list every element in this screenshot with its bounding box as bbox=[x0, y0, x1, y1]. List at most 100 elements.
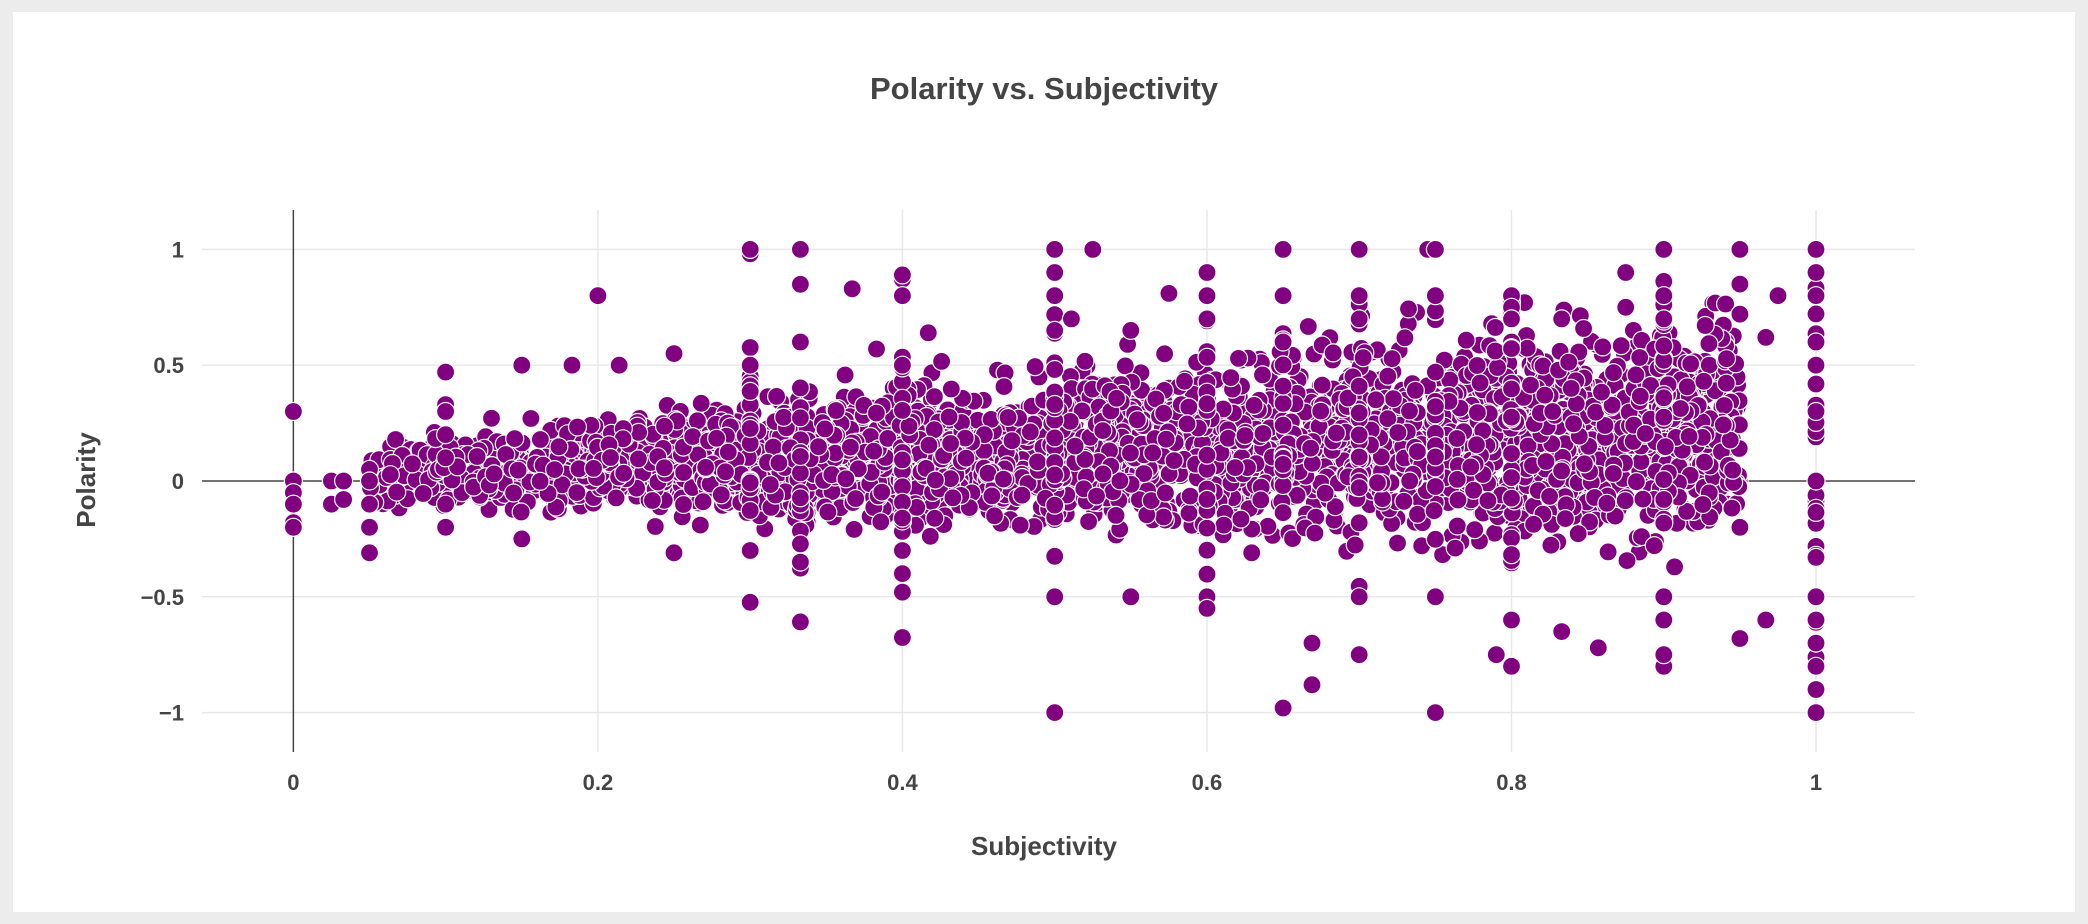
scatter-point bbox=[359, 517, 380, 537]
scatter-point bbox=[943, 488, 963, 508]
scatter-chart: 0 0.2 0.4 0.6 0.8 1 −1 −0.5 0 0.5 1 Polarity vs. S… bbox=[71, 71, 1915, 861]
scatter-point bbox=[512, 529, 532, 549]
scatter-point bbox=[769, 453, 789, 473]
scatter-point bbox=[359, 494, 380, 514]
scatter-point bbox=[334, 471, 354, 491]
scatter-point bbox=[1273, 454, 1293, 474]
scatter-point bbox=[1326, 423, 1347, 443]
scatter-point bbox=[1694, 452, 1715, 472]
scatter-point bbox=[1551, 461, 1572, 481]
scatter-point bbox=[1383, 389, 1404, 409]
scatter-point bbox=[1699, 334, 1719, 354]
scatter-point bbox=[1806, 587, 1826, 607]
scatter-point bbox=[544, 460, 565, 480]
scatter-point bbox=[1025, 357, 1045, 377]
scatter-point bbox=[1273, 698, 1293, 718]
scatter-point bbox=[1244, 395, 1264, 415]
scatter-point bbox=[1756, 610, 1776, 630]
scatter-point bbox=[1654, 286, 1674, 306]
scatter-point bbox=[1153, 507, 1174, 527]
scatter-point bbox=[1654, 645, 1674, 665]
scatter-point bbox=[740, 418, 760, 439]
scatter-point bbox=[481, 408, 502, 428]
scatter-point bbox=[664, 344, 684, 364]
scatter-point bbox=[1179, 397, 1199, 417]
scatter-point bbox=[815, 419, 835, 439]
scatter-point bbox=[691, 393, 711, 413]
scatter-point bbox=[380, 465, 400, 485]
scatter-point bbox=[892, 400, 913, 420]
scatter-point bbox=[1730, 304, 1750, 324]
scatter-point bbox=[1382, 349, 1402, 369]
scatter-point bbox=[790, 446, 811, 467]
scatter-point bbox=[1020, 422, 1040, 442]
scatter-point bbox=[1242, 543, 1262, 563]
scatter-point bbox=[1681, 354, 1701, 374]
scatter-point bbox=[1349, 478, 1369, 498]
scatter-point bbox=[628, 449, 649, 469]
scatter-point bbox=[1568, 524, 1588, 544]
scatter-point bbox=[1730, 274, 1750, 294]
scatter-point bbox=[1197, 540, 1217, 560]
x-tick-label: 0.4 bbox=[887, 770, 918, 795]
scatter-point bbox=[718, 442, 738, 462]
scatter-point bbox=[654, 416, 675, 436]
scatter-point bbox=[1154, 403, 1174, 423]
scatter-point bbox=[1595, 415, 1615, 436]
scatter-point bbox=[1177, 414, 1197, 434]
scatter-point bbox=[1121, 587, 1141, 607]
scatter-point bbox=[1298, 316, 1318, 337]
scatter-point bbox=[740, 381, 760, 401]
scatter-point bbox=[1106, 505, 1126, 525]
scatter-point bbox=[588, 286, 608, 306]
scatter-point bbox=[1197, 394, 1217, 414]
scatter-point bbox=[740, 337, 760, 358]
scatter-point bbox=[1197, 262, 1217, 283]
scatter-point bbox=[1535, 385, 1555, 405]
scatter-point bbox=[642, 490, 663, 511]
scatter-point bbox=[1470, 373, 1490, 393]
scatter-point bbox=[1806, 656, 1826, 676]
x-tick-label: 0.2 bbox=[583, 770, 614, 795]
scatter-point bbox=[1561, 378, 1581, 398]
scatter-point bbox=[790, 332, 811, 352]
scatter-point bbox=[740, 540, 760, 561]
scatter-point bbox=[1467, 355, 1487, 376]
scatter-point bbox=[1305, 523, 1325, 543]
scatter-point bbox=[1251, 490, 1271, 510]
x-tick-label: 0.8 bbox=[1496, 770, 1527, 795]
scatter-point bbox=[1559, 352, 1579, 372]
y-tick-label: −0.5 bbox=[141, 585, 184, 610]
scatter-point bbox=[1573, 318, 1594, 339]
scatter-point bbox=[1501, 610, 1522, 630]
scatter-point bbox=[1349, 309, 1369, 329]
scatter-point bbox=[920, 526, 940, 546]
scatter-point bbox=[1075, 449, 1095, 470]
scatter-point bbox=[1405, 380, 1425, 400]
scatter-point bbox=[467, 446, 487, 467]
scatter-point bbox=[790, 612, 811, 632]
scatter-point bbox=[1258, 516, 1278, 536]
scatter-point bbox=[436, 494, 456, 514]
scatter-point bbox=[993, 469, 1014, 489]
scatter-point bbox=[1399, 401, 1420, 421]
scatter-point bbox=[892, 582, 913, 602]
scatter-point bbox=[1466, 435, 1487, 455]
scatter-point bbox=[1302, 675, 1322, 695]
scatter-point bbox=[774, 407, 794, 427]
scatter-point bbox=[1635, 424, 1656, 444]
scatter-point bbox=[1478, 491, 1498, 511]
scatter-point bbox=[683, 427, 703, 447]
scatter-point bbox=[790, 378, 811, 398]
scatter-point bbox=[504, 483, 524, 503]
scatter-point bbox=[1485, 341, 1505, 361]
scatter-point bbox=[1806, 304, 1826, 324]
scatter-point bbox=[1425, 702, 1446, 723]
scatter-point bbox=[1716, 373, 1736, 393]
scatter-point bbox=[1400, 471, 1420, 491]
scatter-point bbox=[521, 408, 541, 429]
scatter-point bbox=[1179, 503, 1199, 523]
scatter-point bbox=[1670, 398, 1691, 419]
y-tick-label: 1 bbox=[172, 237, 184, 262]
scatter-point bbox=[1501, 444, 1522, 464]
